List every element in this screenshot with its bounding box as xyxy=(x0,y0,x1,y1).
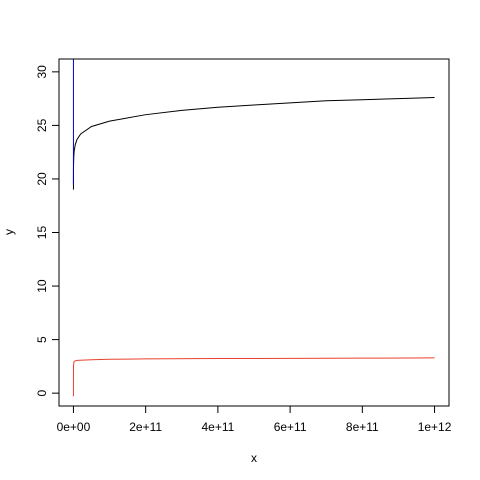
y-tick-label: 20 xyxy=(35,172,49,186)
axis-layer: 0e+00 2e+11 4e+11 6e+11 8e+11 1e+12 0 5 10 15 20 25… xyxy=(35,65,452,434)
x-tick-label: 4e+11 xyxy=(201,420,234,434)
y-axis-label: y xyxy=(2,229,16,235)
x-tick-label: 0e+00 xyxy=(57,420,91,434)
y-tick-label: 0 xyxy=(35,389,49,396)
x-axis-label: x xyxy=(251,451,257,465)
x-tick-label: 1e+12 xyxy=(418,420,452,434)
series-layer xyxy=(72,59,435,397)
y-tick-label: 5 xyxy=(35,336,49,343)
y-tick-label: 15 xyxy=(35,226,49,240)
y-tick-label: 10 xyxy=(35,279,49,293)
x-tick-label: 8e+11 xyxy=(346,420,379,434)
x-tick-label: 6e+11 xyxy=(274,420,307,434)
series-line-2 xyxy=(72,357,435,397)
y-tick-label: 25 xyxy=(35,118,49,132)
y-tick-label: 30 xyxy=(35,65,49,79)
x-tick-label: 2e+11 xyxy=(129,420,162,434)
